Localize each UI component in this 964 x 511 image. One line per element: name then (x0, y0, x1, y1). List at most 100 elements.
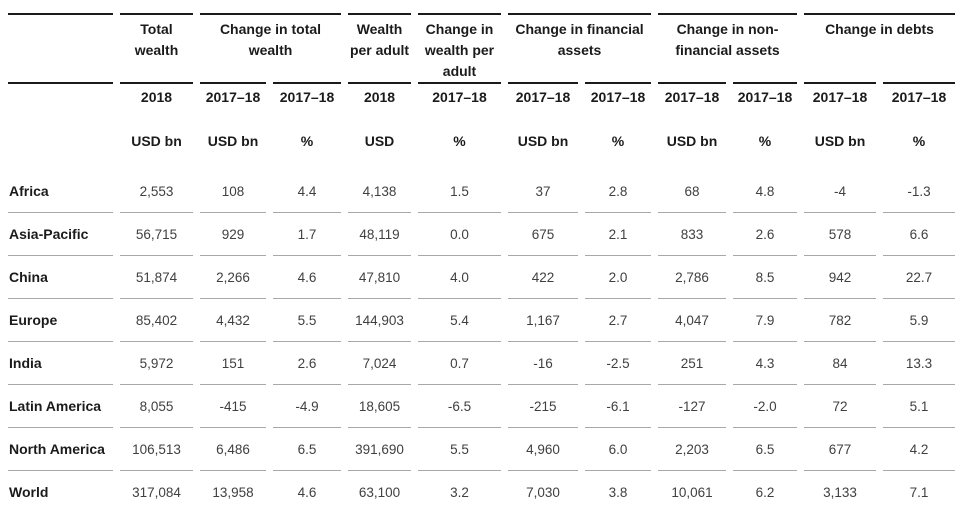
value-cell: 5.5 (273, 298, 342, 341)
unit-header-cell: USD (364, 133, 395, 149)
value-cell: 1.5 (450, 183, 469, 199)
column-group-header: Change in debts (804, 13, 956, 82)
value-cell: 4.6 (273, 255, 342, 298)
value-cell: 2,203 (658, 427, 727, 470)
table-row: World 317,084 13,958 4.6 63,100 3.2 7,030 3.8 10… (8, 470, 956, 511)
unit-header-cell: USD bn (131, 133, 182, 149)
region-cell: China (8, 255, 113, 298)
value-cell: 4.3 (733, 341, 798, 384)
value-cell: 4.6 (273, 470, 342, 511)
value-cell: 4.4 (297, 183, 317, 199)
value-cell: 10,061 (658, 470, 727, 511)
value-cell: 677 (804, 427, 877, 470)
value-cell: 6.6 (883, 212, 956, 255)
table-row: Europe 85,402 4,432 5.5 144,903 5.4 1,167 2.7 4,… (8, 298, 956, 341)
value-cell: 1.7 (273, 212, 342, 255)
value-cell: 578 (804, 212, 877, 255)
table-row: Latin America 8,055 -415 -4.9 18,605 -6.5 -215… (8, 384, 956, 427)
region-cell: North America (8, 427, 113, 470)
value-cell: 5.4 (418, 298, 502, 341)
unit-header-cell: USD bn (517, 133, 569, 149)
value-cell: 4,047 (658, 298, 727, 341)
year-header-cell: 2017–18 (883, 82, 956, 112)
column-group-header: Total wealth (120, 13, 193, 82)
value-cell: 4.2 (883, 427, 956, 470)
value-cell: -1.3 (907, 183, 931, 199)
value-cell: 2.6 (273, 341, 342, 384)
column-group-header: Change in non-financial assets (658, 13, 798, 82)
value-cell: 68 (684, 183, 700, 199)
value-cell: 2.7 (585, 298, 652, 341)
value-cell: 2.0 (585, 255, 652, 298)
value-cell: 3.8 (585, 470, 652, 511)
value-cell: 2.1 (585, 212, 652, 255)
value-cell: 4,138 (362, 183, 397, 199)
value-cell: 2,786 (658, 255, 727, 298)
region-cell: World (8, 470, 113, 511)
value-cell: 85,402 (120, 298, 193, 341)
value-cell: 3,133 (804, 470, 877, 511)
value-cell: -4.9 (273, 384, 342, 427)
unit-header-cell: % (758, 133, 772, 149)
column-group-header: Wealth per adult (348, 13, 412, 82)
value-cell: 8.5 (733, 255, 798, 298)
value-cell: 251 (658, 341, 727, 384)
table-row: China 51,874 2,266 4.6 47,810 4.0 422 2.0 2,786 8… (8, 255, 956, 298)
value-cell: 391,690 (348, 427, 412, 470)
value-cell: 6.2 (733, 470, 798, 511)
year-header-cell: 2017–18 (200, 82, 266, 112)
value-cell: -215 (508, 384, 579, 427)
wealth-by-region-table: Total wealth Change in total wealth Wealth… (1, 13, 962, 511)
region-cell: Africa (9, 183, 49, 199)
column-group-header-row: Total wealth Change in total wealth Wealth… (8, 13, 956, 82)
value-cell: 2,553 (139, 183, 174, 199)
value-cell: 5.5 (418, 427, 502, 470)
value-cell: 5.9 (883, 298, 956, 341)
value-cell: -6.1 (585, 384, 652, 427)
value-cell: 48,119 (348, 212, 412, 255)
value-cell: 72 (804, 384, 877, 427)
value-cell: 2.6 (733, 212, 798, 255)
value-cell: -16 (508, 341, 579, 384)
value-cell: 151 (200, 341, 266, 384)
column-group-header: Change in total wealth (200, 13, 342, 82)
year-header-cell: 2017–18 (804, 82, 877, 112)
value-cell: 5.1 (883, 384, 956, 427)
table-row: North America 106,513 6,486 6.5 391,690 5.5 4,… (8, 427, 956, 470)
value-cell: 6,486 (200, 427, 266, 470)
value-cell: 7,024 (348, 341, 412, 384)
value-cell: 4.8 (755, 183, 775, 199)
unit-header-cell: % (912, 133, 926, 149)
value-cell: 47,810 (348, 255, 412, 298)
value-cell: 4,432 (200, 298, 266, 341)
unit-header-cell: USD bn (814, 133, 866, 149)
value-cell: 0.0 (418, 212, 502, 255)
year-header-cell (8, 82, 113, 112)
value-cell: 3.2 (418, 470, 502, 511)
value-cell: 108 (221, 183, 245, 199)
value-cell: 7,030 (508, 470, 579, 511)
value-cell: -6.5 (418, 384, 502, 427)
value-cell: 22.7 (883, 255, 956, 298)
unit-header-cell: % (453, 133, 466, 149)
value-cell: 4,960 (508, 427, 579, 470)
corner-cell (8, 13, 113, 82)
unit-header-cell: USD bn (666, 133, 718, 149)
value-cell: 675 (508, 212, 579, 255)
value-cell: 6.0 (585, 427, 652, 470)
column-group-header: Change in financial assets (508, 13, 652, 82)
value-cell: -2.5 (585, 341, 652, 384)
value-cell: 7.1 (883, 470, 956, 511)
value-cell: 144,903 (348, 298, 412, 341)
value-cell: 2,266 (200, 255, 266, 298)
value-cell: 6.5 (733, 427, 798, 470)
value-cell: 5,972 (120, 341, 193, 384)
value-cell: 84 (804, 341, 877, 384)
value-cell: 833 (658, 212, 727, 255)
unit-header-row: USD bn USD bn% USD% USD bn% USD bn% USD bn% (8, 112, 955, 170)
value-cell: 0.7 (418, 341, 502, 384)
value-cell: -415 (200, 384, 266, 427)
value-cell: 106,513 (120, 427, 193, 470)
value-cell: -2.0 (733, 384, 798, 427)
